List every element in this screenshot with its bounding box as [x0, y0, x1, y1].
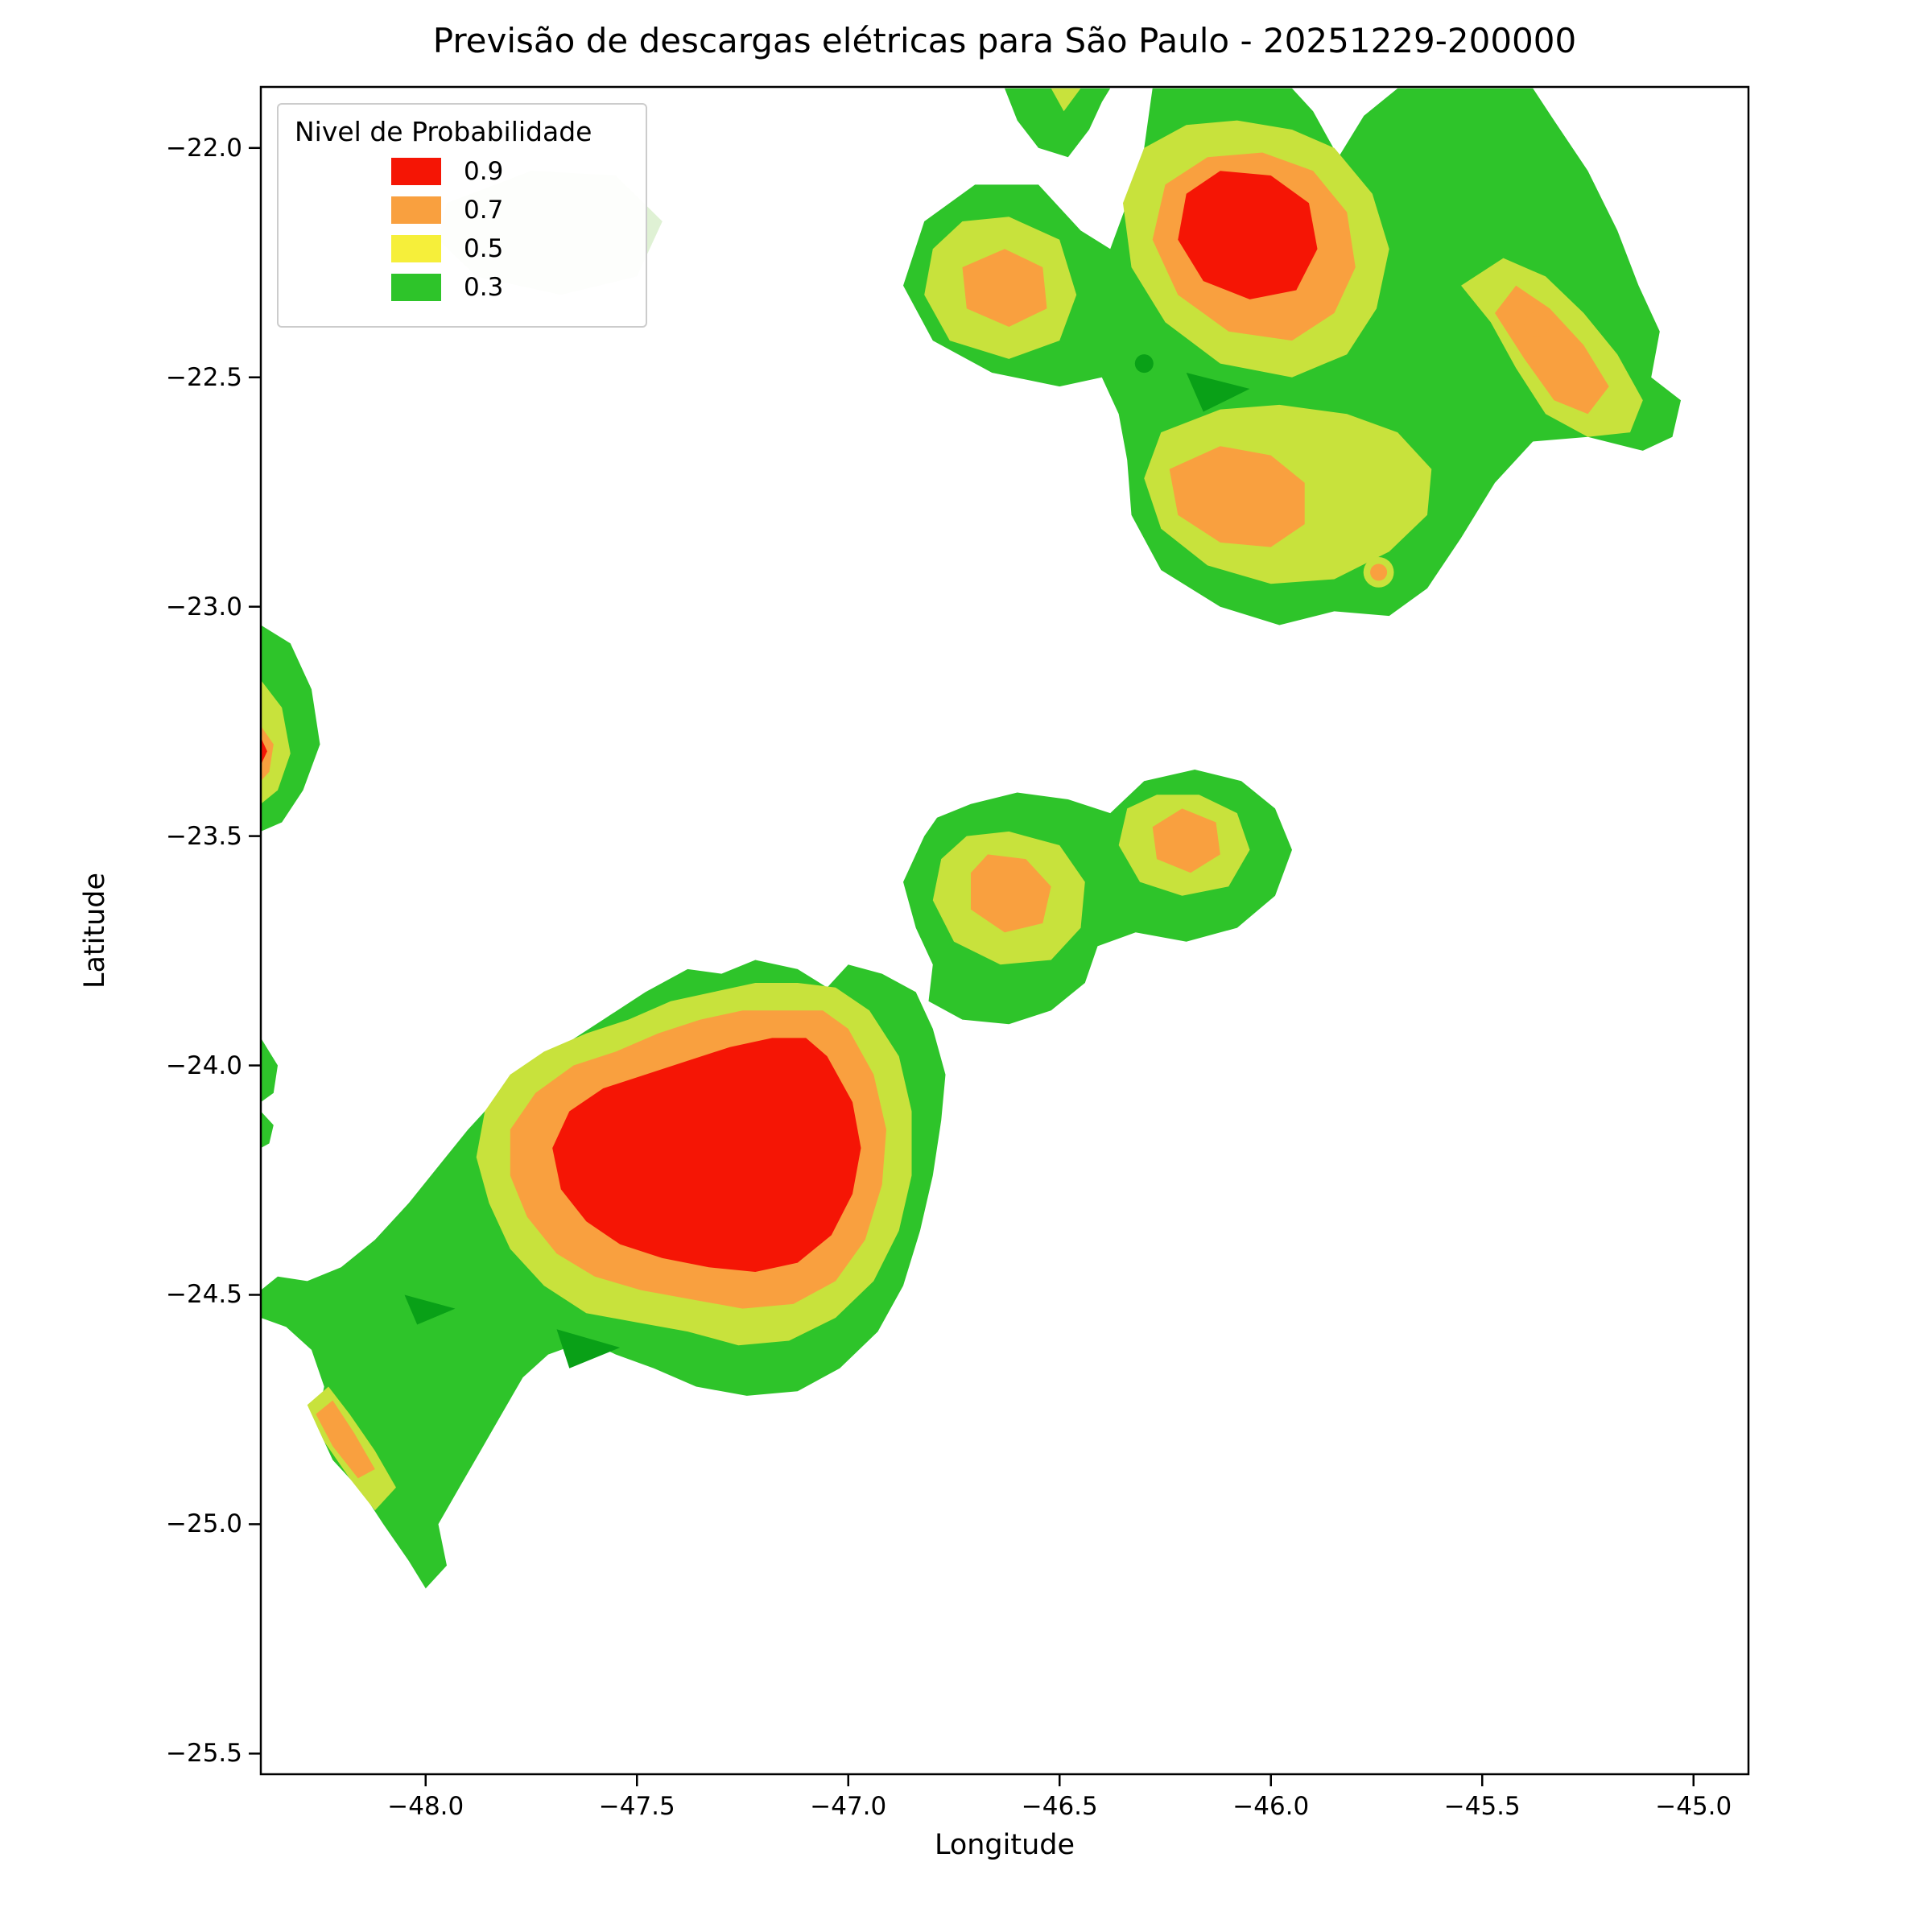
contour-region-central-right-orange	[1152, 808, 1220, 873]
legend-swatch-red	[391, 158, 441, 185]
marker-orange-center-dot-northeast	[1370, 564, 1388, 581]
y-tick-label: −24.0	[166, 1051, 242, 1080]
legend-label-0.7: 0.7	[464, 196, 504, 225]
x-tick-label: −47.5	[598, 1792, 675, 1821]
x-tick-label: −48.0	[387, 1792, 464, 1821]
legend-item-0.3: 0.3	[391, 273, 625, 302]
x-tick-label: −46.5	[1021, 1792, 1098, 1821]
y-tick-label: −24.5	[166, 1280, 242, 1310]
contour-region-leftedge-small-green-a	[261, 1038, 278, 1103]
contour-layer	[261, 88, 1681, 1589]
axes-border	[259, 85, 1750, 1776]
x-tick-label: −45.0	[1655, 1792, 1732, 1821]
legend: Nivel de Probabilidade 0.9 0.7 0.5 0.3	[277, 103, 647, 328]
y-tick-label: −23.5	[166, 821, 242, 851]
contour-region-leftedge-upper-yellow	[261, 679, 291, 804]
contour-region-central-left-orange	[971, 854, 1051, 933]
contour-region-south-red-core	[552, 1038, 861, 1272]
y-axis-label: Latitude	[79, 872, 111, 989]
contour-region-northeast-leftlobe-orange	[962, 249, 1047, 327]
contour-region-northeast-bullseye-red	[1178, 171, 1318, 299]
legend-label-0.3: 0.3	[464, 273, 504, 302]
legend-label-0.9: 0.9	[464, 157, 504, 186]
legend-swatch-green	[391, 274, 441, 301]
marker-layer	[404, 312, 1550, 1368]
legend-item-0.5: 0.5	[391, 234, 625, 263]
contour-region-northeast-yellow-topedge-spot	[1051, 88, 1081, 112]
legend-item-0.9: 0.9	[391, 157, 625, 186]
contour-region-leftedge-upper-red	[261, 737, 267, 766]
marker-green-dot-northeast	[1134, 354, 1154, 374]
x-axis-label: Longitude	[934, 1829, 1075, 1861]
x-tick-label: −47.0	[810, 1792, 887, 1821]
x-tick-label: −45.5	[1443, 1792, 1521, 1821]
marker-green-arrow-northeast	[1186, 373, 1250, 412]
marker-green-arrow-south-2	[404, 1294, 456, 1325]
legend-item-0.7: 0.7	[391, 196, 625, 225]
y-tick-label: −22.0	[166, 133, 242, 163]
legend-swatch-yellow	[391, 235, 441, 262]
marker-green-arrow-south-1	[556, 1329, 621, 1368]
marker-orange-dot-northeast-right	[1524, 312, 1550, 337]
legend-label-0.5: 0.5	[464, 234, 504, 263]
contour-region-northeast-lowerlobe-orange	[1169, 446, 1305, 547]
y-tick-label: −25.5	[166, 1739, 242, 1769]
tick-layer	[249, 147, 1695, 1786]
contour-region-southwest-arm-orange	[316, 1400, 375, 1479]
y-tick-label: −22.5	[166, 362, 242, 392]
legend-swatch-orange	[391, 196, 441, 224]
contour-region-northeast-rightband-orange	[1495, 285, 1609, 415]
x-tick-label: −46.0	[1232, 1792, 1310, 1821]
legend-title: Nivel de Probabilidade	[295, 116, 592, 147]
contour-region-leftedge-small-green-b	[261, 1111, 274, 1149]
y-tick-label: −23.0	[166, 592, 242, 621]
contour-region-leftedge-upper-orange	[261, 725, 274, 782]
chart-title: Previsão de descargas elétricas para São…	[432, 21, 1577, 60]
contour-region-northeast-green-topleft-piece	[1005, 88, 1111, 158]
y-tick-label: −25.0	[166, 1509, 242, 1539]
